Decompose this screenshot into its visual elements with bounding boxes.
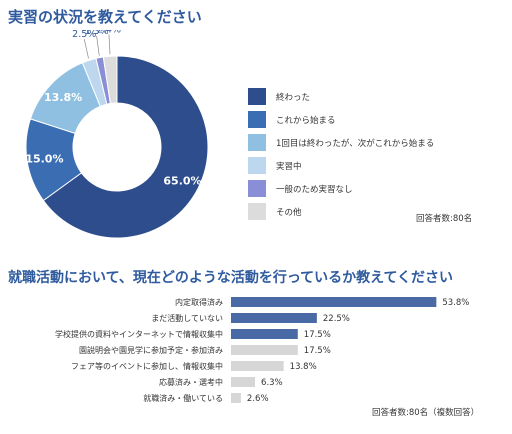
bar-value-label-0: 53.8% [442, 298, 469, 308]
respondent-count-multiple: 回答者数:80名（複数回答） [372, 408, 480, 418]
legend-item: これから始まる [248, 111, 434, 128]
donut-value-label-2: 13.8% [44, 91, 82, 104]
leader-line-3 [83, 39, 89, 59]
bar-6 [231, 393, 241, 403]
bar-chart: 内定取得済み 53.8% まだ活動していない 22.5% 学校提供の資料やインターネット… [55, 297, 469, 404]
bar-category-label-0: 内定取得済み [175, 297, 223, 307]
legend-label: 1回目は終わったが、次がこれから始まる [276, 138, 435, 149]
bar-value-label-4: 13.8% [290, 362, 317, 372]
respondent-count: 回答者数:80名 [416, 214, 473, 224]
donut-value-label-1: 15.0% [25, 152, 63, 165]
legend-item: その他 [248, 203, 434, 220]
bar-value-label-6: 2.6% [247, 394, 269, 404]
leader-line-4 [96, 35, 100, 56]
legend-swatch [248, 88, 266, 105]
bar-3 [231, 345, 298, 355]
bar-category-label-5: 応募済み・選考中 [159, 377, 223, 387]
legend-item: 終わった [248, 88, 434, 105]
bar-5 [231, 377, 256, 387]
legend-label: これから始まる [276, 115, 336, 126]
chart-title-status: 実習の状況を教えてください [8, 8, 202, 26]
bar-value-label-1: 22.5% [323, 314, 350, 324]
legend-label: 終わった [276, 92, 311, 103]
bar-value-label-2: 17.5% [304, 330, 331, 340]
donut-value-label-3: 2.5% [72, 30, 96, 40]
bar-category-label-2: 学校提供の資料やインターネットで情報収集中 [55, 329, 223, 339]
bar-category-label-1: まだ活動していない [151, 313, 223, 323]
legend-label: 一般のため実習なし [276, 184, 353, 195]
leader-line-5 [108, 34, 111, 55]
bar-1 [231, 313, 317, 323]
bar-0 [231, 297, 437, 307]
donut-value-label-4: 1.3% [85, 30, 109, 37]
legend: 終わったこれから始まる 1回目は終わったが、次がこれから始まる 実習中一般のため実習… [248, 88, 434, 226]
bar-value-label-5: 6.3% [261, 378, 283, 388]
donut-value-label-0: 65.0% [163, 174, 201, 187]
legend-swatch [248, 111, 266, 128]
legend-item: 一般のため実習なし [248, 180, 434, 197]
legend-label: その他 [276, 207, 302, 218]
bar-value-label-3: 17.5% [304, 346, 331, 356]
bar-category-label-6: 就職済み・働いている [143, 393, 223, 403]
bar-4 [231, 361, 284, 371]
donut-slice-0 [42, 55, 209, 239]
legend-item: 1回目は終わったが、次がこれから始まる [248, 134, 434, 151]
legend-swatch [248, 203, 266, 220]
donut-chart: 65.0% 15.0% 13.8% 2.5%1.3%2.4% [25, 30, 209, 239]
bar-2 [231, 329, 298, 339]
legend-swatch [248, 180, 266, 197]
bar-category-label-3: 園説明会や園見学に参加予定・参加済み [79, 345, 223, 355]
donut-slice-5 [102, 55, 118, 105]
donut-value-label-5: 2.4% [97, 30, 121, 35]
chart-title-job-hunting: 就職活動において、現在どのような活動を行っているか教えてください [8, 270, 454, 286]
bar-category-label-4: フェア等のイベントに参加し、情報収集中 [71, 361, 223, 371]
legend-item: 実習中 [248, 157, 434, 174]
legend-swatch [248, 134, 266, 151]
legend-swatch [248, 157, 266, 174]
legend-label: 実習中 [276, 161, 302, 172]
